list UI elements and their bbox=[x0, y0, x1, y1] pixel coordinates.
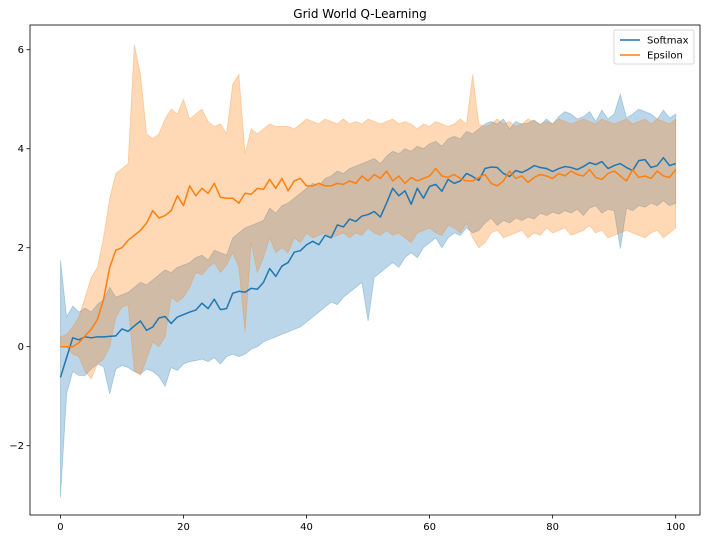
line-epsilon bbox=[60, 167, 677, 348]
axes-frame bbox=[29, 24, 701, 516]
x-tick-label: 60 bbox=[423, 522, 436, 533]
legend: Softmax Epsilon bbox=[613, 29, 695, 65]
y-tick-label: −2 bbox=[9, 441, 24, 452]
axes: 0 20 40 60 80 100 −2 0 2 4 6 bbox=[9, 24, 701, 533]
x-tick-label: 80 bbox=[546, 522, 559, 533]
line-softmax bbox=[59, 156, 676, 378]
x-tick-label: 20 bbox=[177, 522, 190, 533]
y-tick-label: 0 bbox=[18, 342, 24, 353]
x-tick-label: 40 bbox=[300, 522, 313, 533]
y-tick-label: 4 bbox=[18, 144, 24, 155]
y-tick-label: 6 bbox=[18, 45, 24, 56]
x-tick-label: 0 bbox=[57, 522, 63, 533]
band-epsilon bbox=[60, 44, 677, 380]
chart-title: Grid World Q-Learning bbox=[293, 7, 426, 21]
plot-area bbox=[59, 44, 677, 498]
x-tick-label: 100 bbox=[666, 522, 685, 533]
legend-label-softmax: Softmax bbox=[647, 36, 689, 47]
legend-label-epsilon: Epsilon bbox=[647, 51, 683, 62]
band-softmax bbox=[60, 92, 677, 498]
y-tick-label: 2 bbox=[18, 243, 24, 254]
